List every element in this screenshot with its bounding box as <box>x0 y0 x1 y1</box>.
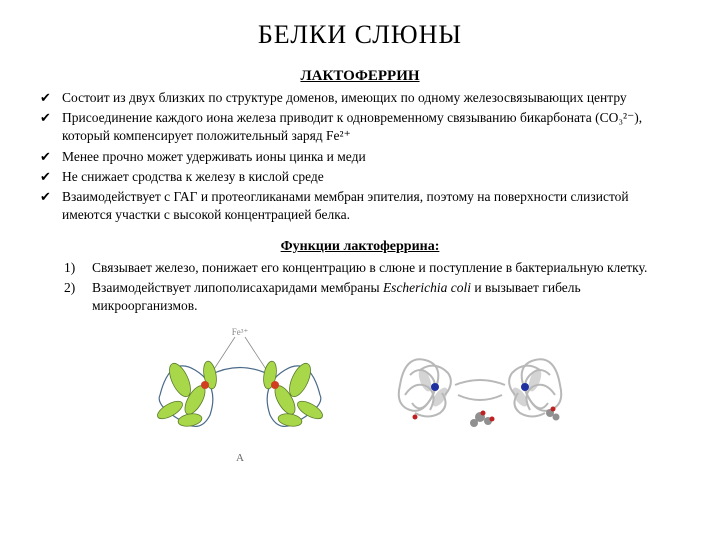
protein-figure-right <box>380 325 580 464</box>
list-item: Взаимодействует липополисахаридами мембр… <box>64 279 680 315</box>
figure-caption: A <box>140 452 340 464</box>
functions-list: Связывает железо, понижает его концентра… <box>40 259 680 316</box>
page-title: БЕЛКИ СЛЮНЫ <box>40 20 680 50</box>
list-item: Менее прочно может удерживать ионы цинка… <box>40 148 680 166</box>
functions-heading: Функции лактоферрина: <box>40 239 680 255</box>
fe-label: Fe³⁺ <box>232 327 249 337</box>
protein-structure-icon: Fe³⁺ <box>140 325 340 445</box>
section-subtitle: ЛАКТОФЕРРИН <box>40 68 680 85</box>
list-item: Не снижает сродства к железу в кислой ср… <box>40 168 680 186</box>
list-item: Взаимодействует с ГАГ и протеогликанами … <box>40 188 680 224</box>
properties-list: Состоит из двух близких по структуре дом… <box>40 89 680 225</box>
figure-row: Fe³⁺ <box>40 325 680 464</box>
protein-structure-icon <box>380 325 580 445</box>
list-item: Присоединение каждого иона железа привод… <box>40 109 680 145</box>
list-item: Состоит из двух близких по структуре дом… <box>40 89 680 107</box>
protein-figure-left: Fe³⁺ <box>140 325 340 464</box>
list-item: Связывает железо, понижает его концентра… <box>64 259 680 277</box>
